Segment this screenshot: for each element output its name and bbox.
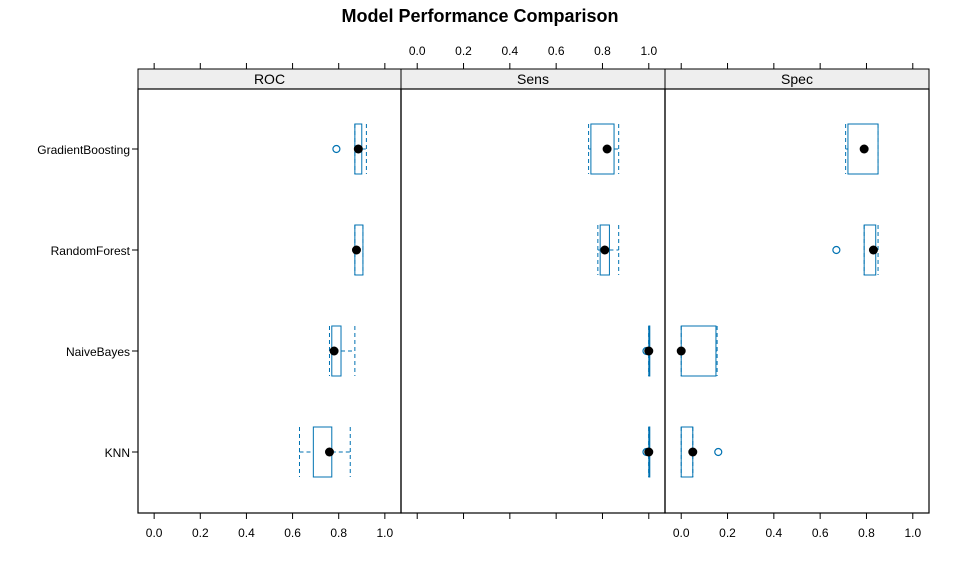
bottom-tick-label: 0.2 <box>192 526 209 540</box>
top-tick-label: 1.0 <box>640 44 657 58</box>
median-point <box>351 245 361 255</box>
box-roc-knn <box>298 426 351 478</box>
box-roc-randomforest <box>351 224 364 276</box>
box-spec-naivebayes <box>676 325 718 377</box>
bottom-tick-label: 0.8 <box>330 526 347 540</box>
top-tick-label: 0.2 <box>455 44 472 58</box>
bottom-tick-label: 1.0 <box>377 526 394 540</box>
box-spec-randomforest <box>832 224 879 276</box>
strip-label-spec: Spec <box>781 71 813 87</box>
box-roc-gradientboosting <box>332 123 367 175</box>
box-spec-knn <box>680 426 723 478</box>
box-body <box>680 325 717 377</box>
box-sens-naivebayes <box>642 325 654 377</box>
median-point <box>600 245 610 255</box>
median-point <box>644 447 654 457</box>
median-point <box>688 447 698 457</box>
top-tick-label: 0.4 <box>501 44 518 58</box>
strip-label-roc: ROC <box>254 71 285 87</box>
category-labels: GradientBoosting RandomForest NaiveBayes KN… <box>37 143 138 460</box>
top-tick-label: 0.6 <box>548 44 565 58</box>
panel-spec: Spec 0.0 0.2 0.4 0.6 0.8 1.0 <box>664 63 930 540</box>
category-label-naivebayes: NaiveBayes <box>66 345 130 359</box>
bottom-tick-label: 0.0 <box>146 526 163 540</box>
box-spec-gradientboosting <box>845 123 879 175</box>
bottom-tick-label: 1.0 <box>904 526 921 540</box>
median-point <box>329 346 339 356</box>
bottom-tick-label: 0.8 <box>858 526 875 540</box>
outlier-point <box>714 447 723 457</box>
box-body <box>599 224 610 276</box>
top-tick-label: 0.8 <box>594 44 611 58</box>
panels-layer: ROC 0.0 0.2 0.4 0.6 0.8 1.0 Sens 0.0 0.2 0.4 0.6 0.8… <box>137 44 930 540</box>
box-sens-knn <box>642 426 654 478</box>
box-body <box>590 123 615 175</box>
panel-frame-spec <box>664 88 930 514</box>
bottom-tick-label: 0.4 <box>238 526 255 540</box>
box-sens-randomforest <box>597 224 620 276</box>
box-roc-naivebayes <box>328 325 356 377</box>
top-tick-label: 0.0 <box>409 44 426 58</box>
median-point <box>644 346 654 356</box>
category-label-gradientboosting: GradientBoosting <box>37 143 130 157</box>
box-sens-gradientboosting <box>588 123 620 175</box>
category-label-knn: KNN <box>105 446 130 460</box>
bottom-tick-label: 0.6 <box>284 526 301 540</box>
median-point <box>676 346 686 356</box>
panel-roc: ROC 0.0 0.2 0.4 0.6 0.8 1.0 <box>137 63 402 540</box>
median-point <box>602 144 612 154</box>
panel-frame-sens <box>400 88 666 514</box>
chart-title: Model Performance Comparison <box>341 6 618 26</box>
outlier-point <box>332 144 341 154</box>
bottom-tick-label: 0.6 <box>812 526 829 540</box>
box-body <box>847 123 879 175</box>
median-point <box>868 245 878 255</box>
median-point <box>859 144 869 154</box>
bottom-tick-label: 0.4 <box>765 526 782 540</box>
bottom-tick-label: 0.0 <box>673 526 690 540</box>
strip-label-sens: Sens <box>517 71 549 87</box>
category-label-randomforest: RandomForest <box>51 244 131 258</box>
bottom-tick-label: 0.2 <box>719 526 736 540</box>
median-point <box>324 447 334 457</box>
panel-sens: Sens 0.0 0.2 0.4 0.6 0.8 1.0 <box>400 44 666 519</box>
outlier-point <box>832 245 841 255</box>
median-point <box>353 144 363 154</box>
